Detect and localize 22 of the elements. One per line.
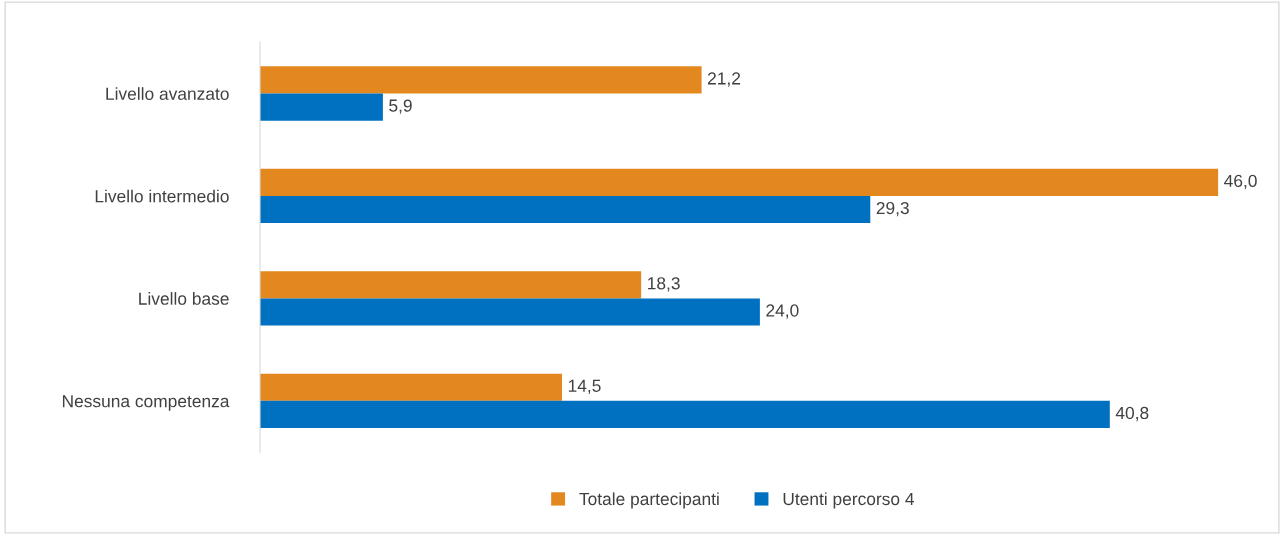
bar (260, 195, 871, 224)
y-tick-label: Livello intermedio (95, 189, 229, 203)
bar (260, 271, 642, 299)
bar (260, 400, 1110, 428)
bar (260, 298, 760, 326)
data-label: 29,3 (876, 201, 909, 217)
data-label: 46,0 (1224, 174, 1257, 190)
y-tick-label: Livello avanzato (106, 87, 229, 100)
y-tick-label: Livello base (139, 292, 229, 305)
legend-label: Utenti percorso 4 (783, 492, 915, 509)
data-label: 21,2 (708, 72, 741, 87)
y-tick-label: Nessuna competenza (62, 395, 230, 411)
data-label: 5,9 (389, 99, 412, 114)
data-label: 14,5 (568, 379, 601, 394)
bar (260, 168, 1219, 196)
bar (260, 373, 563, 401)
data-label: 18,3 (648, 277, 680, 292)
legend-label: Totale partecipanti (579, 492, 719, 509)
bar (260, 66, 702, 94)
data-label: 24,0 (766, 304, 799, 319)
bar (260, 93, 383, 121)
data-label: 40,8 (1115, 406, 1149, 422)
